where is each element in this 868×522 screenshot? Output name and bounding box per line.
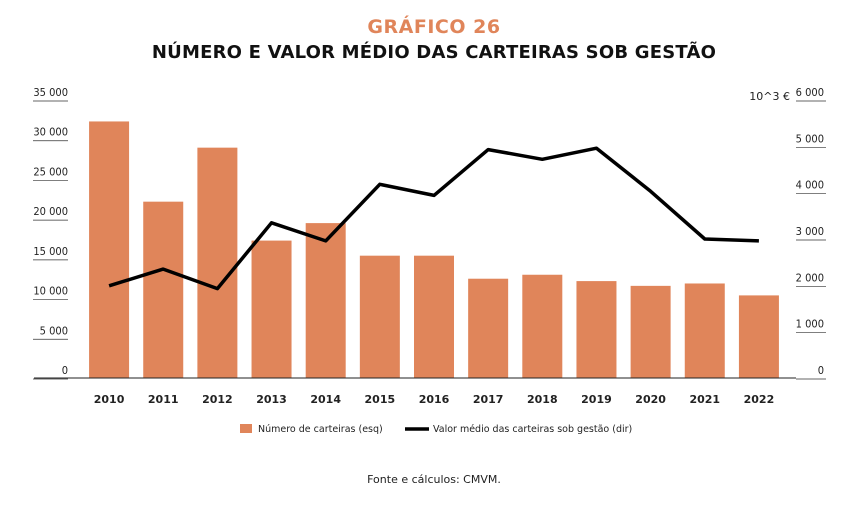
x-tick-label: 2011 — [148, 393, 179, 406]
bar-2018 — [522, 274, 563, 378]
right-tick-label: 6 000 — [796, 86, 824, 99]
x-tick-label: 2012 — [202, 393, 233, 406]
bar-2016 — [414, 255, 454, 378]
x-tick-label: 2014 — [310, 393, 341, 406]
right-axis: 6 000 5 000 4 000 3 000 2 000 1 000 0 — [796, 86, 826, 380]
x-axis: 2010 2011 2012 2013 2014 2015 2016 2017 2018 2019… — [34, 377, 796, 406]
x-tick-label: 2020 — [635, 393, 666, 406]
left-tick-label: 0 — [62, 364, 68, 377]
bar-2014 — [305, 223, 346, 378]
bar-2012 — [197, 147, 238, 378]
right-axis-unit: 10^3 € — [749, 90, 790, 103]
left-tick-label: 30 000 — [33, 126, 68, 139]
right-tick-label: 4 000 — [796, 179, 824, 192]
chart-kicker: GRÁFICO 26 — [367, 15, 500, 38]
bar-2020 — [630, 285, 671, 378]
legend-swatch-bars — [240, 424, 252, 433]
right-tick-label: 5 000 — [796, 132, 824, 145]
left-tick-label: 25 000 — [33, 165, 68, 178]
x-tick-label: 2017 — [473, 393, 504, 406]
chart-title: NÚMERO E VALOR MÉDIO DAS CARTEIRAS SOB G… — [152, 40, 716, 63]
x-tick-label: 2010 — [94, 393, 125, 406]
bar-2010 — [89, 121, 130, 379]
bar-2011 — [143, 201, 184, 378]
x-tick-label: 2015 — [365, 393, 396, 406]
right-tick-label: 1 000 — [796, 318, 824, 331]
source-note: Fonte e cálculos: CMVM. — [367, 473, 501, 486]
legend-label-line: Valor médio das carteiras sob gestão (di… — [433, 424, 632, 435]
line-series — [108, 146, 760, 291]
bar-series — [89, 121, 779, 379]
bar-2022 — [738, 295, 779, 378]
left-tick-label: 10 000 — [33, 285, 68, 298]
right-tick-label: 2 000 — [796, 271, 824, 284]
bar-2015 — [359, 255, 400, 378]
x-tick-label: 2018 — [527, 393, 558, 406]
legend-label-bars: Número de carteiras (esq) — [258, 424, 383, 435]
left-tick-label: 35 000 — [33, 86, 68, 99]
x-tick-label: 2019 — [581, 393, 612, 406]
left-axis: 35 000 30 000 25 000 20 000 15 000 10 000 5 00… — [33, 86, 68, 380]
legend: Número de carteiras (esq) Valor médio da… — [240, 424, 632, 435]
bar-2019 — [576, 281, 617, 378]
x-tick-label: 2013 — [256, 393, 287, 406]
right-tick-label: 3 000 — [796, 225, 824, 238]
bar-2017 — [468, 278, 509, 378]
x-tick-label: 2021 — [689, 393, 720, 406]
left-tick-label: 15 000 — [33, 245, 68, 258]
x-tick-label: 2016 — [419, 393, 450, 406]
left-tick-label: 20 000 — [33, 205, 68, 218]
bar-2021 — [684, 283, 725, 378]
x-tick-label: 2022 — [744, 393, 775, 406]
bar-2013 — [251, 240, 292, 378]
right-tick-label: 0 — [818, 364, 824, 377]
left-tick-label: 5 000 — [40, 324, 68, 337]
